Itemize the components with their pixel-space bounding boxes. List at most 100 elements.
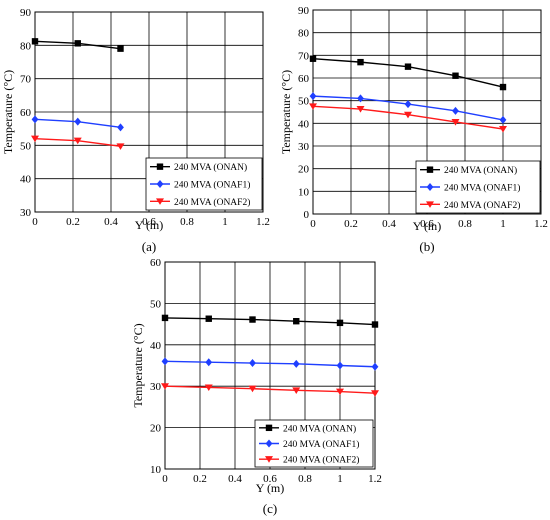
x-tick-label: 0.4 — [382, 218, 396, 230]
y-tick-label: 60 — [150, 257, 162, 269]
data-point — [499, 126, 507, 133]
plot-frame — [34, 11, 264, 213]
data-point — [371, 390, 379, 397]
legend-marker — [156, 163, 164, 170]
legend-label: 240 MVA (ONAF2) — [174, 197, 250, 208]
data-point — [116, 143, 125, 150]
chart-panel-1: 0 0.2 0.4 0.6 0.8 1 1.2 30 40 50 60 70 80 90 Y (m) Temp… — [1, 7, 270, 254]
x-tick-label: 1 — [222, 216, 228, 228]
x-tick-label: 0.6 — [142, 216, 156, 228]
y-tick-label: 60 — [298, 73, 310, 85]
data-point — [336, 361, 344, 370]
x-tick-label: 0.8 — [180, 216, 194, 228]
y-tick-label: 10 — [298, 186, 310, 198]
data-point — [336, 388, 344, 396]
y-axis-label: Temperature (°C) — [131, 323, 145, 407]
legend-marker — [426, 183, 434, 191]
x-tick-label: 0.4 — [104, 216, 118, 228]
x-axis-label: Y (m) — [413, 219, 442, 233]
data-point — [205, 358, 213, 367]
legend-marker — [426, 201, 434, 208]
data-point — [161, 314, 169, 322]
x-tick-label: 0.2 — [193, 473, 207, 485]
x-tick-label: 0.8 — [458, 218, 472, 230]
data-point — [161, 357, 169, 366]
legend-marker — [265, 424, 273, 432]
legend: 240 MVA (ONAN) 240 MVA (ONAF1) 240 MVA (ON… — [254, 419, 374, 468]
x-tick-label: 0.6 — [420, 218, 434, 230]
y-tick-label: 80 — [298, 28, 310, 40]
x-tick-label: 0.6 — [263, 473, 277, 485]
x-axis-label: Y (m) — [256, 481, 285, 495]
data-point — [292, 359, 300, 368]
data-point — [357, 94, 364, 103]
y-tick-label: 40 — [150, 340, 162, 352]
series-line-3 — [164, 385, 376, 394]
x-tick-label: 1 — [500, 218, 506, 230]
data-point — [249, 359, 256, 368]
legend-marker — [156, 198, 164, 205]
y-tick-label: 20 — [298, 164, 310, 176]
x-tick-label: 1.2 — [534, 218, 548, 230]
data-point — [452, 106, 459, 115]
y-tick-label: 90 — [20, 7, 32, 19]
legend-label: 240 MVA (ONAF2) — [283, 455, 359, 466]
x-tick-label: 0 — [32, 216, 38, 228]
y-tick-label: 30 — [150, 381, 162, 393]
legend-marker — [156, 180, 164, 188]
x-tick-label: 0.8 — [298, 473, 312, 485]
legend-marker — [426, 166, 434, 173]
x-tick-label: 1 — [337, 473, 343, 485]
data-point — [248, 385, 257, 393]
x-tick-label: 0 — [310, 218, 316, 230]
data-point — [309, 92, 317, 101]
data-point — [117, 45, 124, 52]
data-point — [356, 106, 365, 113]
data-point — [309, 103, 317, 110]
legend-label: 240 MVA (ONAF2) — [444, 200, 520, 211]
data-point — [451, 118, 460, 126]
data-point — [117, 123, 124, 132]
legend-label: 240 MVA (ONAN) — [174, 162, 247, 173]
panel-label: (a) — [142, 239, 156, 254]
data-point — [249, 316, 256, 323]
y-tick-label: 70 — [298, 50, 310, 62]
y-axis-label: Temperature (°C) — [1, 70, 15, 154]
data-point — [404, 111, 412, 119]
panel-label: (b) — [419, 239, 434, 254]
legend-marker — [265, 456, 273, 463]
y-tick-label: 0 — [304, 209, 310, 221]
data-point — [309, 55, 317, 62]
x-tick-label: 1.2 — [368, 473, 382, 485]
data-point — [336, 319, 344, 327]
x-tick-label: 0.4 — [228, 473, 242, 485]
panel-label: (c) — [263, 501, 277, 516]
data-point — [161, 383, 169, 390]
legend-label: 240 MVA (ONAF1) — [283, 439, 359, 450]
series-line-1 — [164, 317, 376, 326]
data-point — [73, 137, 82, 145]
legend-marker — [265, 439, 273, 448]
legend-label: 240 MVA (ONAN) — [444, 165, 517, 176]
data-point — [357, 58, 364, 66]
legend: 240 MVA (ONAN) 240 MVA (ONAF1) 240 MVA (ON… — [145, 157, 263, 211]
legend-label: 240 MVA (ONAF1) — [444, 183, 520, 194]
x-tick-label: 0.2 — [344, 218, 358, 230]
y-tick-label: 60 — [20, 107, 32, 119]
plot-frame — [312, 9, 542, 215]
chart-panel-2: 0 0.2 0.4 0.6 0.8 1 1.2 0 10 20 30 40 50 60 70 80 90 Y (m… — [279, 5, 548, 254]
chart-panel-3: 0 0.2 0.4 0.6 0.8 1 1.2 10 20 30 40 50 60 Y (m) Temper… — [131, 257, 382, 516]
data-point — [499, 115, 507, 124]
data-point — [205, 315, 212, 322]
data-point — [371, 362, 379, 371]
data-point — [452, 72, 459, 79]
data-point — [31, 38, 39, 45]
y-tick-label: 20 — [150, 423, 162, 435]
data-point — [31, 135, 39, 143]
y-axis-label: Temperature (°C) — [279, 70, 293, 154]
data-point — [499, 83, 507, 91]
y-tick-label: 50 — [298, 96, 310, 108]
data-point — [31, 115, 39, 124]
x-tick-label: 0.2 — [66, 216, 80, 228]
